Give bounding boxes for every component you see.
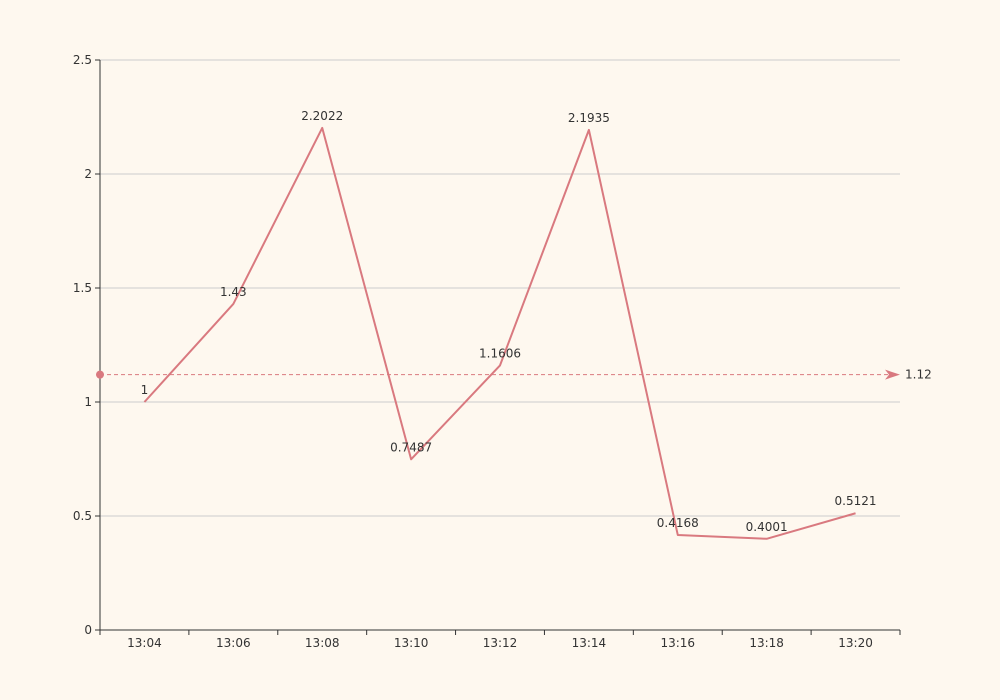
x-tick-label: 13:12: [483, 636, 518, 650]
y-tick-label: 2: [84, 167, 92, 181]
data-label: 0.5121: [835, 494, 877, 508]
y-tick-label: 1.5: [73, 281, 92, 295]
x-tick-label: 13:04: [127, 636, 162, 650]
x-tick-label: 13:14: [572, 636, 607, 650]
x-tick-label: 13:16: [660, 636, 695, 650]
y-tick-label: 0.5: [73, 509, 92, 523]
data-label: 2.1935: [568, 111, 610, 125]
data-label: 0.4168: [657, 516, 699, 530]
data-label: 1.43: [220, 285, 247, 299]
data-label: 1.1606: [479, 346, 521, 360]
x-tick-label: 13:10: [394, 636, 429, 650]
y-tick-label: 2.5: [73, 53, 92, 67]
data-label: 1: [141, 383, 149, 397]
data-label: 0.4001: [746, 520, 788, 534]
x-tick-label: 13:20: [838, 636, 873, 650]
x-tick-label: 13:08: [305, 636, 340, 650]
data-label: 2.2022: [301, 109, 343, 123]
reference-line-label: 1.12: [905, 368, 932, 382]
data-label: 0.7487: [390, 440, 432, 454]
y-tick-label: 0: [84, 623, 92, 637]
series-line: [143, 126, 856, 540]
x-tick-label: 13:18: [749, 636, 784, 650]
y-tick-label: 1: [84, 395, 92, 409]
reference-line-arrow: [885, 369, 900, 380]
reference-line-start-marker: [96, 370, 104, 379]
x-tick-label: 13:06: [216, 636, 251, 650]
